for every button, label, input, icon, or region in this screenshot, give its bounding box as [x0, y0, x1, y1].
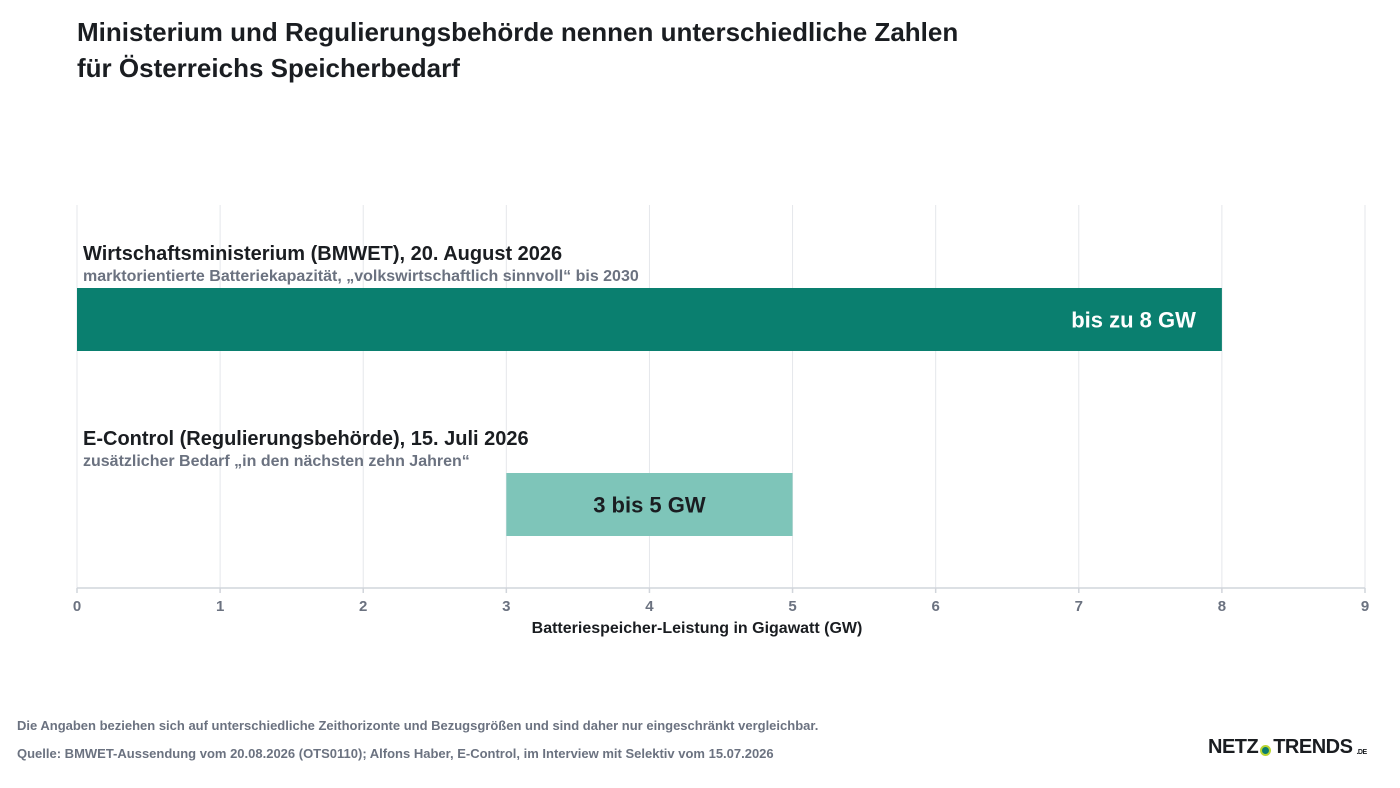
netztrends-logo: NETZ TRENDS .DE [1208, 735, 1367, 759]
tick-label-1: 1 [216, 598, 224, 615]
bar-sublabel-0: marktorientierte Batteriekapazität, „vol… [83, 268, 639, 285]
logo-dot-icon [1260, 744, 1272, 756]
tick-label-6: 6 [931, 598, 939, 615]
tick-label-4: 4 [645, 598, 654, 615]
tick-label-7: 7 [1075, 598, 1083, 615]
logo-text-trends: TRENDS [1273, 735, 1353, 758]
tick-label-8: 8 [1218, 598, 1226, 615]
tick-label-2: 2 [359, 598, 367, 615]
bar-0 [77, 288, 1222, 351]
footer-note: Die Angaben beziehen sich auf unterschie… [17, 718, 819, 733]
x-axis-label: Batteriespeicher-Leistung in Gigawatt (G… [532, 620, 863, 637]
bar-value-label-1: 3 bis 5 GW [593, 493, 706, 518]
bar-1 [506, 473, 793, 536]
logo-text-de: .DE [1356, 748, 1367, 756]
bar-label-1: E-Control (Regulierungsbehörde), 15. Jul… [83, 428, 529, 450]
tick-label-3: 3 [502, 598, 510, 615]
footer-source: Quelle: BMWET-Aussendung vom 20.08.2026 … [17, 746, 774, 761]
chart-title: Ministerium und Regulierungsbehörde nenn… [77, 14, 1057, 86]
chart-title-line-1: Ministerium und Regulierungsbehörde nenn… [77, 17, 959, 47]
tick-label-0: 0 [73, 598, 81, 615]
tick-label-5: 5 [788, 598, 796, 615]
logo-text-netz: NETZ [1208, 735, 1259, 758]
bar-sublabel-1: zusätzlicher Bedarf „in den nächsten zeh… [83, 453, 470, 470]
chart-title-line-2: für Österreichs Speicherbedarf [77, 53, 460, 83]
tick-label-9: 9 [1361, 598, 1369, 615]
bar-label-0: Wirtschaftsministerium (BMWET), 20. Augu… [83, 243, 562, 265]
bar-value-label-0: bis zu 8 GW [1071, 308, 1196, 333]
